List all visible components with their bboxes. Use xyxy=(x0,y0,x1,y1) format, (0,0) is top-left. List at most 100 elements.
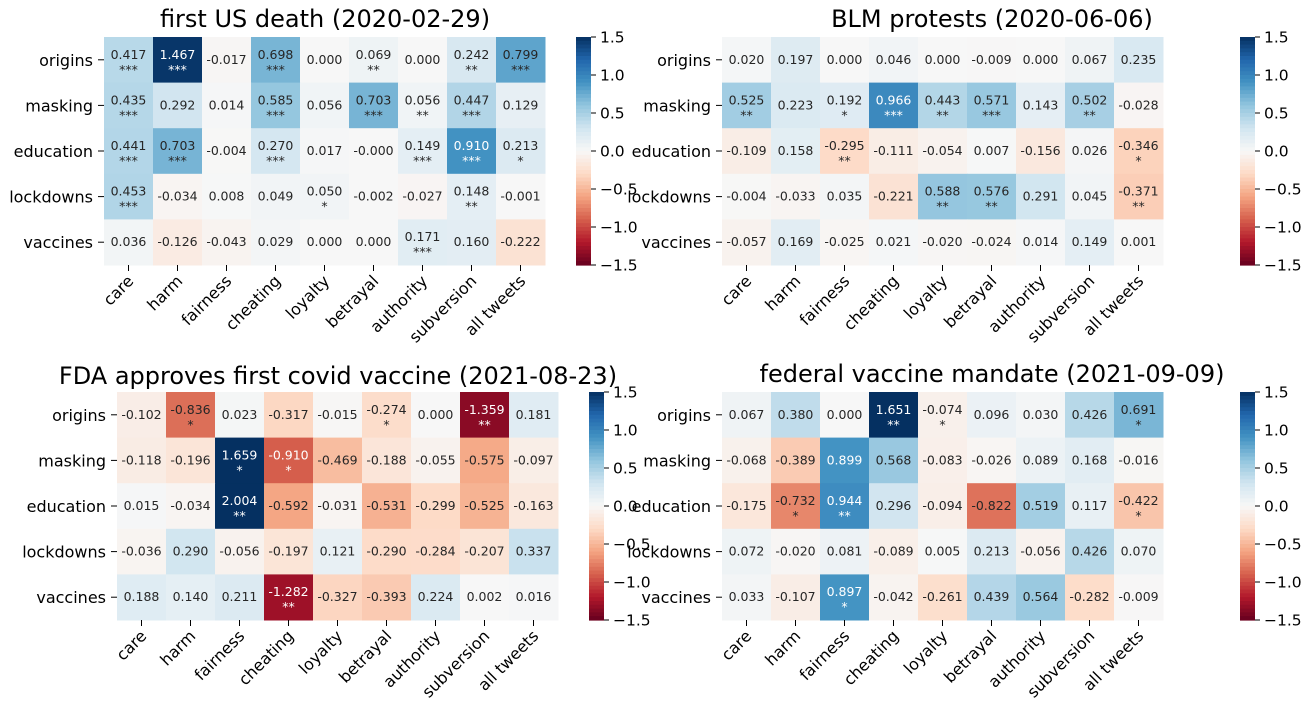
heatmap-cell xyxy=(264,392,314,439)
heatmap-cell xyxy=(771,528,821,575)
colorbar-segment xyxy=(1240,124,1255,129)
colorbar-segment xyxy=(1240,502,1255,507)
colorbar-segment xyxy=(1240,238,1255,243)
colorbar-segment xyxy=(576,147,591,152)
heatmap-cell xyxy=(722,219,772,266)
heatmap-cell xyxy=(447,219,497,266)
colorbar-segment xyxy=(1240,555,1255,560)
colorbar-segment xyxy=(576,215,591,220)
colorbar-tick-label: 1.5 xyxy=(1264,29,1289,47)
colorbar-segment xyxy=(589,589,604,594)
cell-value-label: 0.067 xyxy=(729,407,765,422)
heatmap-cell xyxy=(869,437,919,484)
cell-value-label: -0.111 xyxy=(873,143,913,158)
heatmap-cell xyxy=(460,392,510,439)
cell-value-label: 0.000 xyxy=(925,52,961,67)
colorbar-tick-label: −0.5 xyxy=(613,536,651,554)
significance-label: *** xyxy=(413,153,432,168)
significance-label: *** xyxy=(266,62,285,77)
cell-value-label: 0.121 xyxy=(320,544,356,559)
cell-value-label: 0.015 xyxy=(124,498,160,513)
heatmap-cell xyxy=(398,82,448,129)
colorbar-tick-label: 1.0 xyxy=(600,67,625,85)
cell-value-label: 0.000 xyxy=(356,234,392,249)
cell-value-label: 0.030 xyxy=(1023,407,1059,422)
cell-value-label: 1.467 xyxy=(160,47,196,62)
colorbar-segment xyxy=(576,196,591,201)
heatmap-cell xyxy=(967,82,1017,129)
colorbar-segment xyxy=(1240,109,1255,114)
significance-label: *** xyxy=(413,244,432,259)
cell-value-label: 0.211 xyxy=(222,589,258,604)
heatmap-cell xyxy=(202,82,252,129)
colorbar-segment xyxy=(576,170,591,175)
cell-value-label: 0.000 xyxy=(827,52,863,67)
cell-value-label: 0.966 xyxy=(876,92,912,107)
cell-value-label: 0.213 xyxy=(503,138,539,153)
colorbar-segment xyxy=(576,189,591,194)
heatmap-cell xyxy=(1016,528,1066,575)
colorbar-tick-label: 0.0 xyxy=(1264,143,1289,161)
cell-value-label: 0.576 xyxy=(974,184,1010,199)
heatmap-cell xyxy=(722,392,772,439)
colorbar-segment xyxy=(1240,185,1255,190)
colorbar-segment xyxy=(1240,395,1255,401)
cell-value-label: 0.000 xyxy=(1023,52,1059,67)
colorbar-segment xyxy=(1240,63,1255,68)
heatmap-cell xyxy=(1114,574,1164,621)
heatmap-cell xyxy=(509,437,559,484)
cell-value-label: 0.380 xyxy=(778,407,814,422)
colorbar-segment xyxy=(589,414,604,420)
colorbar-segment xyxy=(589,521,604,526)
cell-value-label: -0.017 xyxy=(206,52,246,67)
cell-value-label: 0.897 xyxy=(827,584,863,599)
colorbar-segment xyxy=(1240,170,1255,175)
colorbar-segment xyxy=(1240,418,1255,423)
heatmap-cell xyxy=(1065,173,1115,220)
colorbar-segment xyxy=(1240,44,1255,49)
cell-value-label: 0.703 xyxy=(356,92,392,107)
significance-label: *** xyxy=(982,107,1001,122)
heatmap-cell xyxy=(1114,528,1164,575)
heatmap-cell xyxy=(918,37,968,84)
colorbar-tick-label: 0.0 xyxy=(600,143,625,161)
x-tick-label: care xyxy=(717,271,755,309)
colorbar-segment xyxy=(1240,422,1255,427)
significance-label: ** xyxy=(465,62,478,77)
colorbar-tick-label: −0.5 xyxy=(600,181,638,199)
colorbar-segment xyxy=(1240,253,1255,258)
cell-value-label: -0.282 xyxy=(1069,589,1109,604)
heatmap-cell xyxy=(771,437,821,484)
heatmap-cell xyxy=(117,574,167,621)
cell-value-label: 0.426 xyxy=(1072,407,1108,422)
cell-value-label: -0.118 xyxy=(121,452,161,467)
colorbar-segment xyxy=(1240,475,1255,480)
heatmap-cell xyxy=(1065,128,1115,175)
cell-value-label: 0.447 xyxy=(454,92,490,107)
heatmap-cell xyxy=(460,483,510,530)
heatmap-cell xyxy=(117,392,167,439)
cell-value-label: 0.046 xyxy=(876,52,912,67)
colorbar-segment xyxy=(1240,249,1255,255)
cell-value-label: 0.000 xyxy=(418,407,454,422)
cell-value-label: -0.126 xyxy=(157,234,197,249)
heatmap-cell xyxy=(215,574,265,621)
cell-value-label: 0.519 xyxy=(1023,498,1059,513)
colorbar-segment xyxy=(1240,246,1255,251)
colorbar-segment xyxy=(576,238,591,243)
cell-value-label: 0.020 xyxy=(729,52,765,67)
cell-value-label: 0.270 xyxy=(258,138,294,153)
heatmap-cell xyxy=(869,483,919,530)
colorbar-segment xyxy=(589,570,604,575)
cell-value-label: -0.055 xyxy=(415,452,455,467)
y-tick-label: lockdowns xyxy=(9,188,93,207)
colorbar-segment xyxy=(1240,593,1255,598)
significance-label: ** xyxy=(282,599,295,614)
cell-value-label: -0.000 xyxy=(353,143,393,158)
heatmap-cell xyxy=(1114,392,1164,439)
cell-value-label: -0.054 xyxy=(922,143,962,158)
x-tick-label: harm xyxy=(156,626,199,669)
colorbar-tick-label: 0.5 xyxy=(613,460,638,478)
heatmap-cell xyxy=(918,528,968,575)
heatmap-cell xyxy=(153,219,203,266)
